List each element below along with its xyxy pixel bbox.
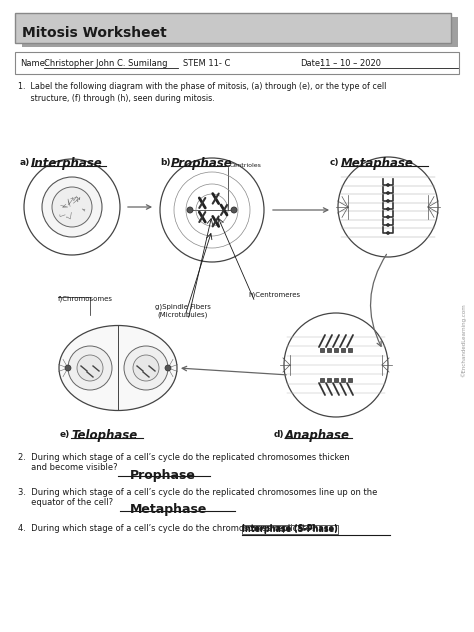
Circle shape bbox=[160, 158, 264, 262]
Text: 4.  During which stage of a cell’s cycle do the chromosomes replicate?: 4. During which stage of a cell’s cycle … bbox=[18, 524, 315, 533]
Text: Interphase (S-Phase): Interphase (S-Phase) bbox=[242, 524, 338, 533]
Circle shape bbox=[77, 355, 103, 381]
Text: a): a) bbox=[20, 158, 30, 167]
Text: 1.  Label the following diagram with the phase of mitosis, (a) through (e), or t: 1. Label the following diagram with the … bbox=[18, 82, 386, 103]
Text: Telophase: Telophase bbox=[71, 429, 137, 442]
Text: e): e) bbox=[60, 430, 70, 439]
Bar bbox=[327, 348, 331, 352]
Text: STEM 11- C: STEM 11- C bbox=[183, 59, 230, 68]
Text: d): d) bbox=[274, 430, 284, 439]
Text: f)Chromosomes: f)Chromosomes bbox=[58, 296, 113, 303]
Text: g)Spindle Fibers
(Microtubules): g)Spindle Fibers (Microtubules) bbox=[155, 304, 211, 318]
Circle shape bbox=[386, 207, 390, 210]
Text: Christopher John C. Sumilang: Christopher John C. Sumilang bbox=[44, 59, 167, 68]
Bar bbox=[341, 378, 345, 382]
Bar bbox=[334, 348, 338, 352]
Text: Centrioles: Centrioles bbox=[230, 163, 262, 168]
Bar bbox=[341, 348, 345, 352]
Circle shape bbox=[386, 216, 390, 219]
Text: Interphase: Interphase bbox=[31, 157, 103, 170]
Text: b): b) bbox=[160, 158, 171, 167]
Circle shape bbox=[42, 177, 102, 237]
Circle shape bbox=[386, 231, 390, 234]
Text: Metaphase: Metaphase bbox=[341, 157, 414, 170]
Text: Anaphase: Anaphase bbox=[285, 429, 350, 442]
Text: and become visible?: and become visible? bbox=[18, 463, 118, 472]
FancyBboxPatch shape bbox=[15, 52, 459, 74]
Text: equator of the cell?: equator of the cell? bbox=[18, 498, 113, 507]
Ellipse shape bbox=[59, 325, 177, 411]
Bar bbox=[320, 348, 324, 352]
Circle shape bbox=[68, 346, 112, 390]
Bar bbox=[320, 378, 324, 382]
Bar bbox=[348, 378, 352, 382]
Text: Date:: Date: bbox=[300, 59, 323, 68]
Text: ©EnchandedLearning.com: ©EnchandedLearning.com bbox=[460, 303, 466, 377]
Text: Prophase: Prophase bbox=[130, 469, 196, 482]
Text: 3.  During which stage of a cell’s cycle do the replicated chromosomes line up o: 3. During which stage of a cell’s cycle … bbox=[18, 488, 377, 497]
Bar bbox=[348, 348, 352, 352]
Circle shape bbox=[386, 191, 390, 195]
Circle shape bbox=[338, 157, 438, 257]
FancyBboxPatch shape bbox=[22, 17, 458, 47]
Circle shape bbox=[386, 183, 390, 186]
Circle shape bbox=[65, 365, 71, 371]
Bar bbox=[334, 378, 338, 382]
Circle shape bbox=[133, 355, 159, 381]
Text: h)Centromeres: h)Centromeres bbox=[248, 291, 300, 298]
Circle shape bbox=[284, 313, 388, 417]
Text: 2.  During which stage of a cell’s cycle do the replicated chromosomes thicken: 2. During which stage of a cell’s cycle … bbox=[18, 453, 350, 462]
Text: c): c) bbox=[330, 158, 339, 167]
Bar bbox=[327, 378, 331, 382]
Text: Prophase: Prophase bbox=[171, 157, 233, 170]
Text: 11 – 10 – 2020: 11 – 10 – 2020 bbox=[320, 59, 381, 68]
Text: Name:: Name: bbox=[20, 59, 47, 68]
Circle shape bbox=[231, 207, 237, 213]
Circle shape bbox=[124, 346, 168, 390]
Circle shape bbox=[386, 224, 390, 226]
Circle shape bbox=[187, 207, 193, 213]
Text: Interphase (S-Phase): Interphase (S-Phase) bbox=[242, 525, 338, 533]
Circle shape bbox=[165, 365, 171, 371]
Circle shape bbox=[24, 159, 120, 255]
Text: Mitosis Worksheet: Mitosis Worksheet bbox=[22, 26, 167, 40]
FancyBboxPatch shape bbox=[15, 13, 451, 43]
Circle shape bbox=[52, 187, 92, 227]
Text: Metaphase: Metaphase bbox=[130, 503, 207, 516]
Circle shape bbox=[386, 200, 390, 202]
